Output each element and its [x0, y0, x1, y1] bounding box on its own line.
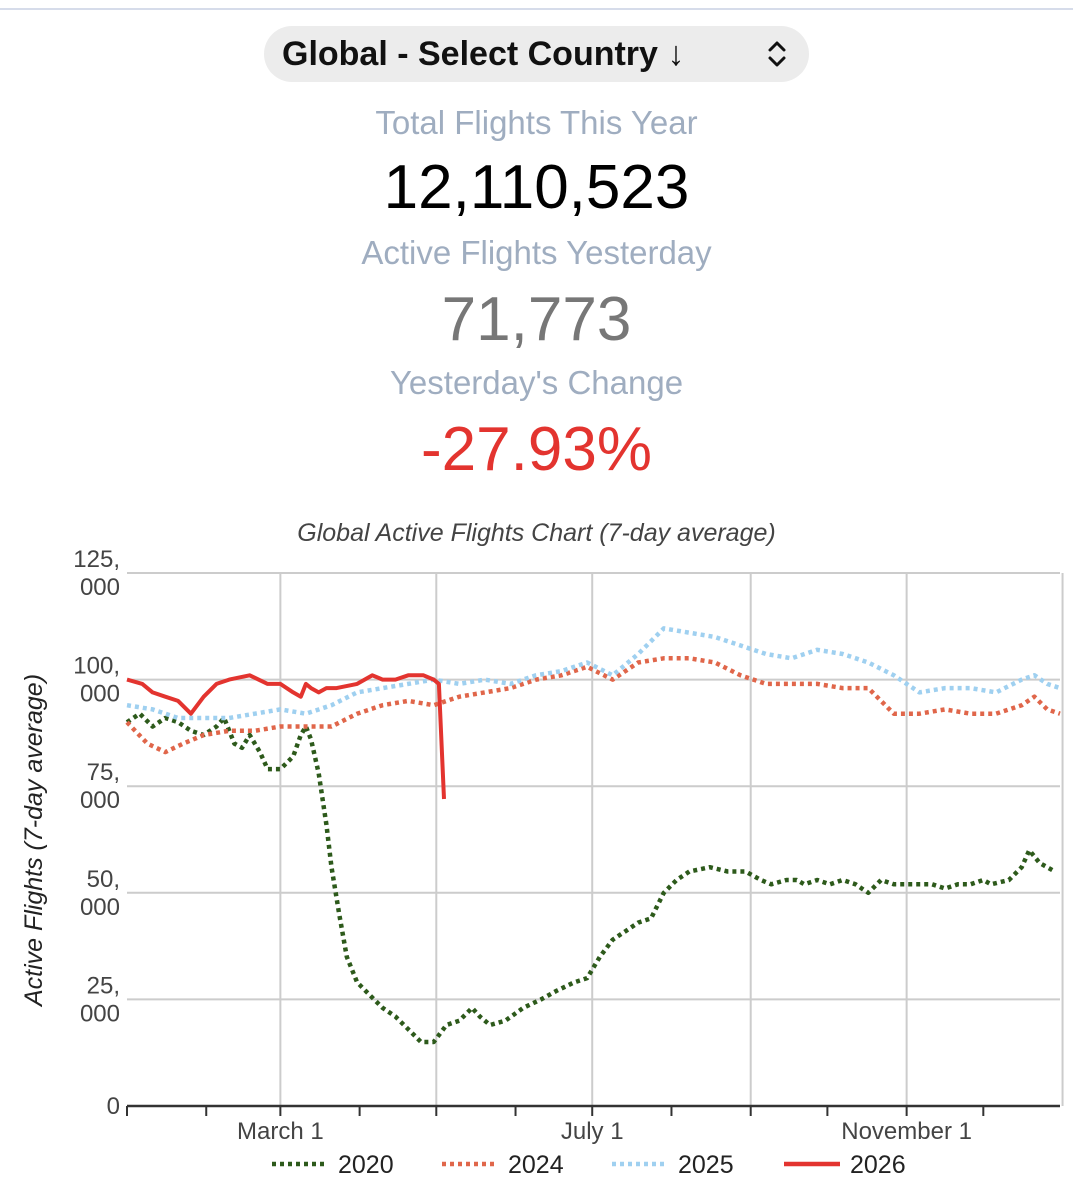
- legend-label-2025: 2025: [678, 1151, 734, 1179]
- y-tick-label: 125, 000: [73, 550, 120, 601]
- active-flights-label: Active Flights Yesterday: [361, 234, 712, 271]
- y-tick-label-line: 50,: [87, 866, 120, 893]
- chart-title: Global Active Flights Chart (7-day avera…: [297, 519, 776, 547]
- x-tick-labels: March 1 July 1 November 1: [237, 1118, 972, 1145]
- y-tick-label-line: 000: [80, 1000, 120, 1027]
- y-tick-label: 0: [107, 1093, 120, 1120]
- series-line-2020: [125, 711, 1056, 1045]
- y-tick-label-line: 000: [80, 787, 120, 814]
- legend-label-2020: 2020: [338, 1151, 394, 1179]
- x-tick-label: July 1: [561, 1118, 624, 1145]
- legend-label-2024: 2024: [508, 1151, 564, 1179]
- total-flights-value: 12,110,523: [383, 153, 690, 222]
- y-tick-label: 50, 000: [80, 866, 120, 921]
- country-select-label: Global - Select Country ↓: [282, 34, 685, 73]
- series-line-2026: [126, 673, 446, 800]
- chart-grid: [127, 572, 1064, 1106]
- y-tick-label: 75, 000: [80, 759, 120, 814]
- y-tick-label: 25, 000: [80, 972, 120, 1027]
- y-tick-label-line: 000: [80, 574, 120, 601]
- x-tick-label: November 1: [841, 1118, 972, 1145]
- y-tick-label-line: 75,: [87, 759, 120, 786]
- legend-label-2026: 2026: [850, 1151, 906, 1179]
- active-flights-value: 71,773: [441, 285, 632, 354]
- change-value: -27.93%: [421, 415, 652, 484]
- x-tick-label: March 1: [237, 1118, 324, 1145]
- y-tick-label-line: 000: [80, 894, 120, 921]
- change-label: Yesterday's Change: [389, 364, 684, 401]
- y-axis-label: Active Flights (7-day average): [20, 674, 48, 1008]
- y-tick-label-line: 100,: [73, 653, 120, 680]
- top-divider: [0, 8, 1073, 10]
- y-tick-label-line: 25,: [87, 972, 120, 999]
- series-line-2025: [126, 626, 1061, 721]
- chart-series: [125, 626, 1061, 1045]
- series-line-2024: [125, 656, 1061, 755]
- select-arrows-icon: [763, 34, 791, 74]
- chart-legend: 2020 2024 2025 2026: [272, 1151, 906, 1179]
- total-flights-label: Total Flights This Year: [375, 104, 698, 141]
- y-tick-label: 100, 000: [73, 653, 120, 708]
- chart-axes: [126, 1104, 1060, 1116]
- y-tick-label-line: 125,: [73, 550, 120, 573]
- y-tick-label-line: 000: [80, 681, 120, 708]
- country-select[interactable]: Global - Select Country ↓: [264, 26, 809, 82]
